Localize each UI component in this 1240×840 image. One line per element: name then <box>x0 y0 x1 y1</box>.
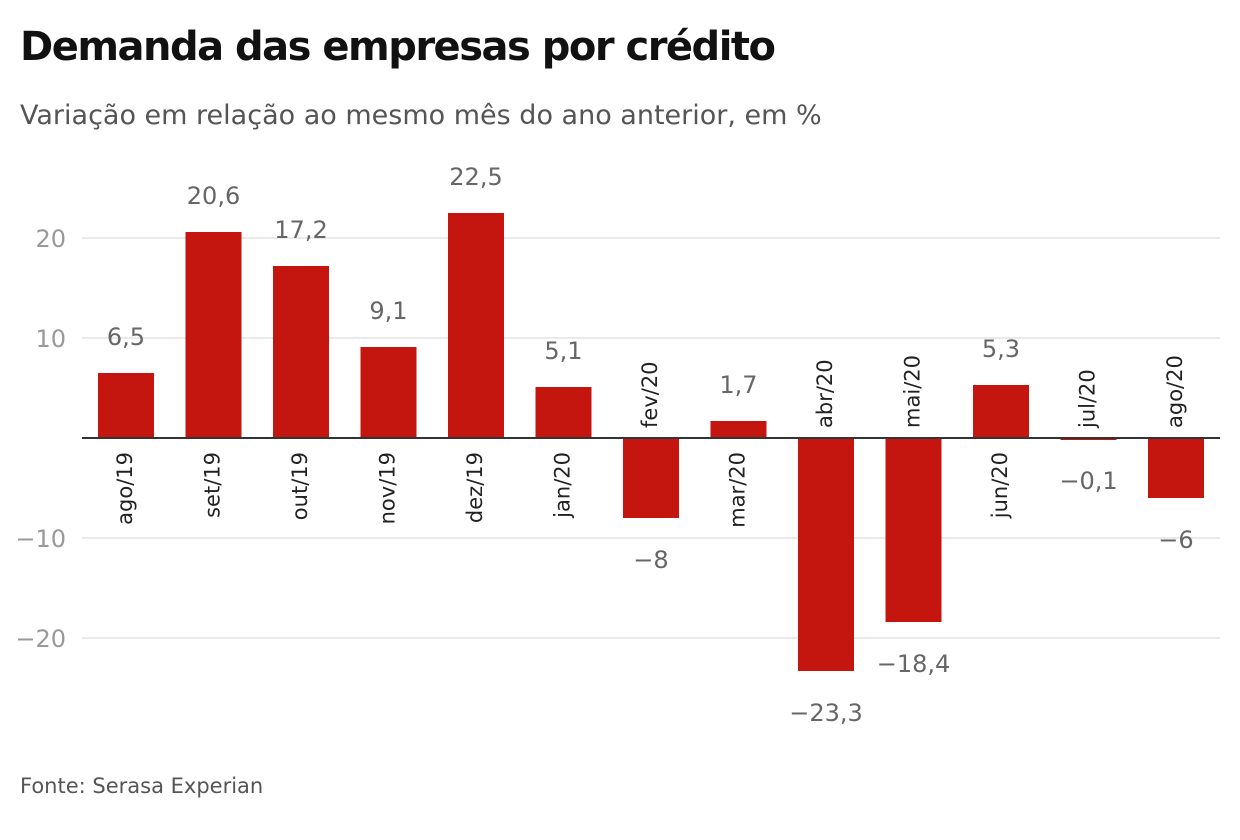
data-label: −0,1 <box>1059 467 1117 495</box>
y-tick-label: 10 <box>35 325 66 353</box>
bar <box>710 421 767 438</box>
bar <box>535 387 592 438</box>
bar <box>448 213 504 438</box>
chart-title: Demanda das empresas por crédito <box>20 24 776 70</box>
x-tick-label: ago/19 <box>113 452 137 525</box>
bar <box>973 385 1029 438</box>
data-label: −18,4 <box>877 650 951 678</box>
x-tick-label: abr/20 <box>813 359 837 428</box>
data-label: 5,1 <box>544 337 582 365</box>
x-tick-label: out/19 <box>288 452 312 520</box>
x-tick-label: fev/20 <box>638 361 662 428</box>
x-tick-label: mar/20 <box>726 452 750 528</box>
x-tick-label: mai/20 <box>901 355 925 428</box>
data-label: 20,6 <box>187 182 240 210</box>
data-label: 5,3 <box>982 335 1020 363</box>
data-label: 9,1 <box>369 297 407 325</box>
x-tick-label: set/19 <box>201 452 225 518</box>
bar <box>273 266 329 438</box>
chart-subtitle: Variação em relação ao mesmo mês do ano … <box>20 100 822 131</box>
data-label: 17,2 <box>274 216 327 244</box>
y-tick-label: −20 <box>15 625 66 653</box>
source-note: Fonte: Serasa Experian <box>20 774 264 798</box>
x-tick-label: jan/20 <box>551 452 575 519</box>
bar-chart: 20 10 −10 −20 ago/19 6,5 set/19 20,6 out/19 17,2 n… <box>15 163 1220 727</box>
data-label: 1,7 <box>719 371 757 399</box>
x-tick-label: jul/20 <box>1076 369 1100 429</box>
x-tick-label: dez/19 <box>463 452 487 523</box>
x-tick-label: ago/20 <box>1163 355 1187 428</box>
x-tick-label: nov/19 <box>376 452 400 524</box>
data-label: −23,3 <box>789 699 863 727</box>
bar <box>798 438 854 671</box>
bar <box>185 232 242 438</box>
bar <box>885 438 942 622</box>
data-label: −6 <box>1158 526 1193 554</box>
data-label: 22,5 <box>449 163 502 191</box>
data-label: 6,5 <box>107 323 145 351</box>
y-tick-label: −10 <box>15 525 66 553</box>
bar <box>360 347 417 438</box>
y-tick-label: 20 <box>35 225 66 253</box>
x-tick-label: jun/20 <box>988 452 1012 519</box>
bar <box>623 438 679 518</box>
bar <box>98 373 154 438</box>
bar <box>1148 438 1204 498</box>
data-label: −8 <box>633 546 668 574</box>
